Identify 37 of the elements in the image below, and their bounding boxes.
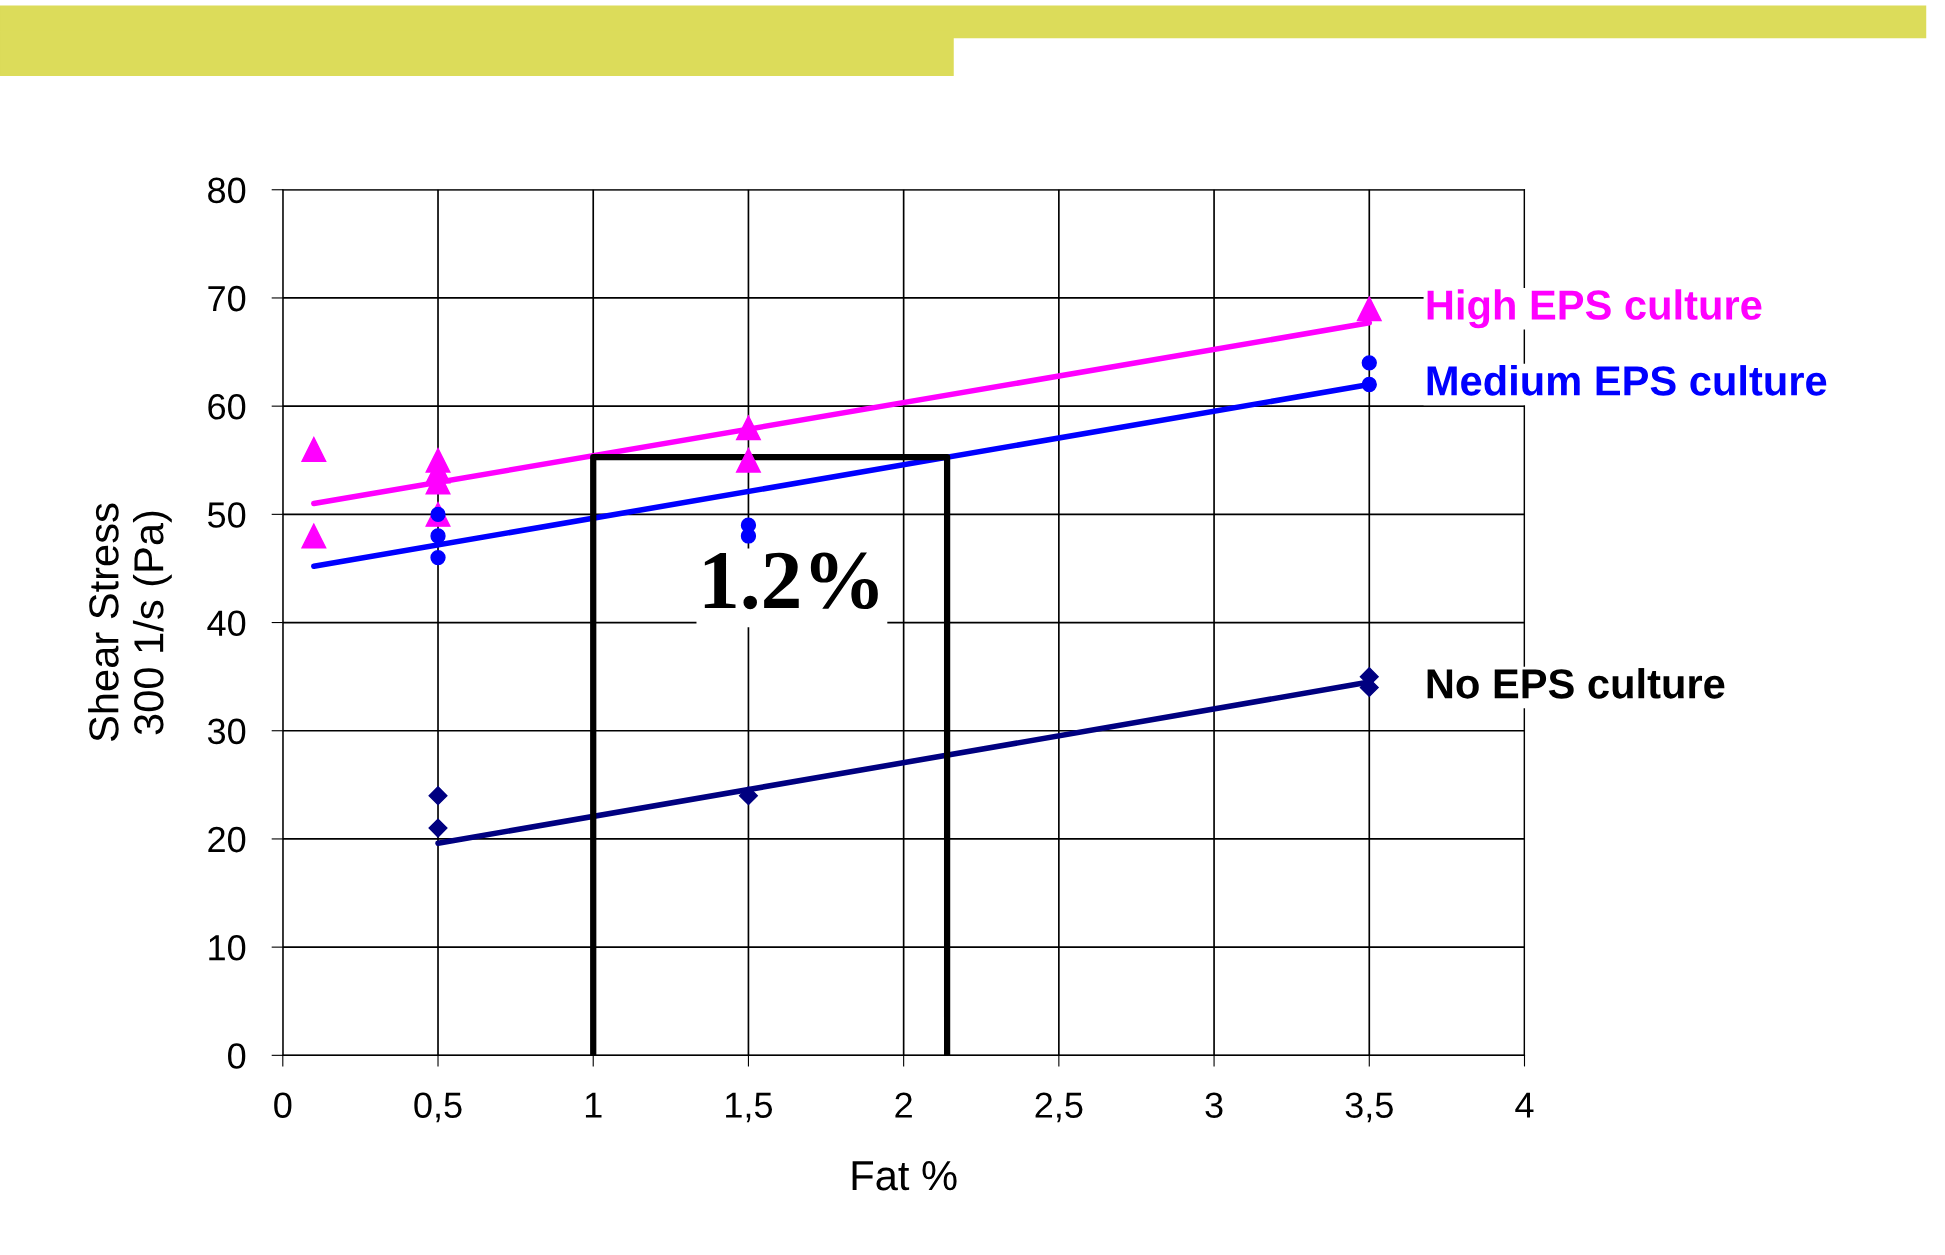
- y-axis-title: Shear Stress 300 1/s (Pa): [88, 503, 172, 742]
- x-tick-label: 2,5: [1035, 1092, 1083, 1123]
- point: [428, 818, 448, 838]
- series-label: Medium EPS culture: [1427, 365, 1827, 396]
- point: [430, 549, 446, 566]
- point: [738, 786, 758, 806]
- y-tick-label: 60: [208, 394, 246, 420]
- y-tick-label: 20: [208, 826, 246, 853]
- point: [301, 436, 327, 462]
- point: [735, 447, 761, 473]
- point: [1361, 355, 1377, 371]
- x-tick-label: 2: [895, 1092, 912, 1118]
- x-tick-label: 0,5: [414, 1092, 462, 1123]
- x-tick-label: 3: [1205, 1092, 1223, 1118]
- y-tick-label: 0: [228, 1043, 246, 1069]
- point: [735, 415, 761, 441]
- point: [1361, 376, 1377, 393]
- y-tick-label: 30: [207, 718, 246, 745]
- x-tick-label: 0: [274, 1092, 292, 1118]
- y-tick-label: 50: [207, 502, 246, 528]
- y-tick-label: 40: [207, 610, 246, 636]
- x-tick-label: 4: [1515, 1092, 1534, 1118]
- point: [430, 528, 446, 544]
- x-tick-label: 1: [585, 1092, 602, 1118]
- point: [301, 523, 327, 549]
- x-tick-label: 1,5: [726, 1092, 773, 1123]
- series-label: High EPS culture: [1427, 289, 1762, 329]
- series-label: No EPS culture: [1427, 668, 1725, 699]
- point: [1356, 296, 1382, 322]
- annotation: 1.2%: [704, 552, 878, 610]
- y-tick-label: 10: [209, 935, 246, 961]
- point: [740, 528, 757, 544]
- point: [428, 786, 448, 806]
- y-tick-label: 70: [208, 285, 246, 312]
- x-tick-label: 3,5: [1345, 1092, 1393, 1123]
- y-tick-label: 80: [208, 177, 246, 204]
- x-axis-title: Fat %: [852, 1161, 957, 1191]
